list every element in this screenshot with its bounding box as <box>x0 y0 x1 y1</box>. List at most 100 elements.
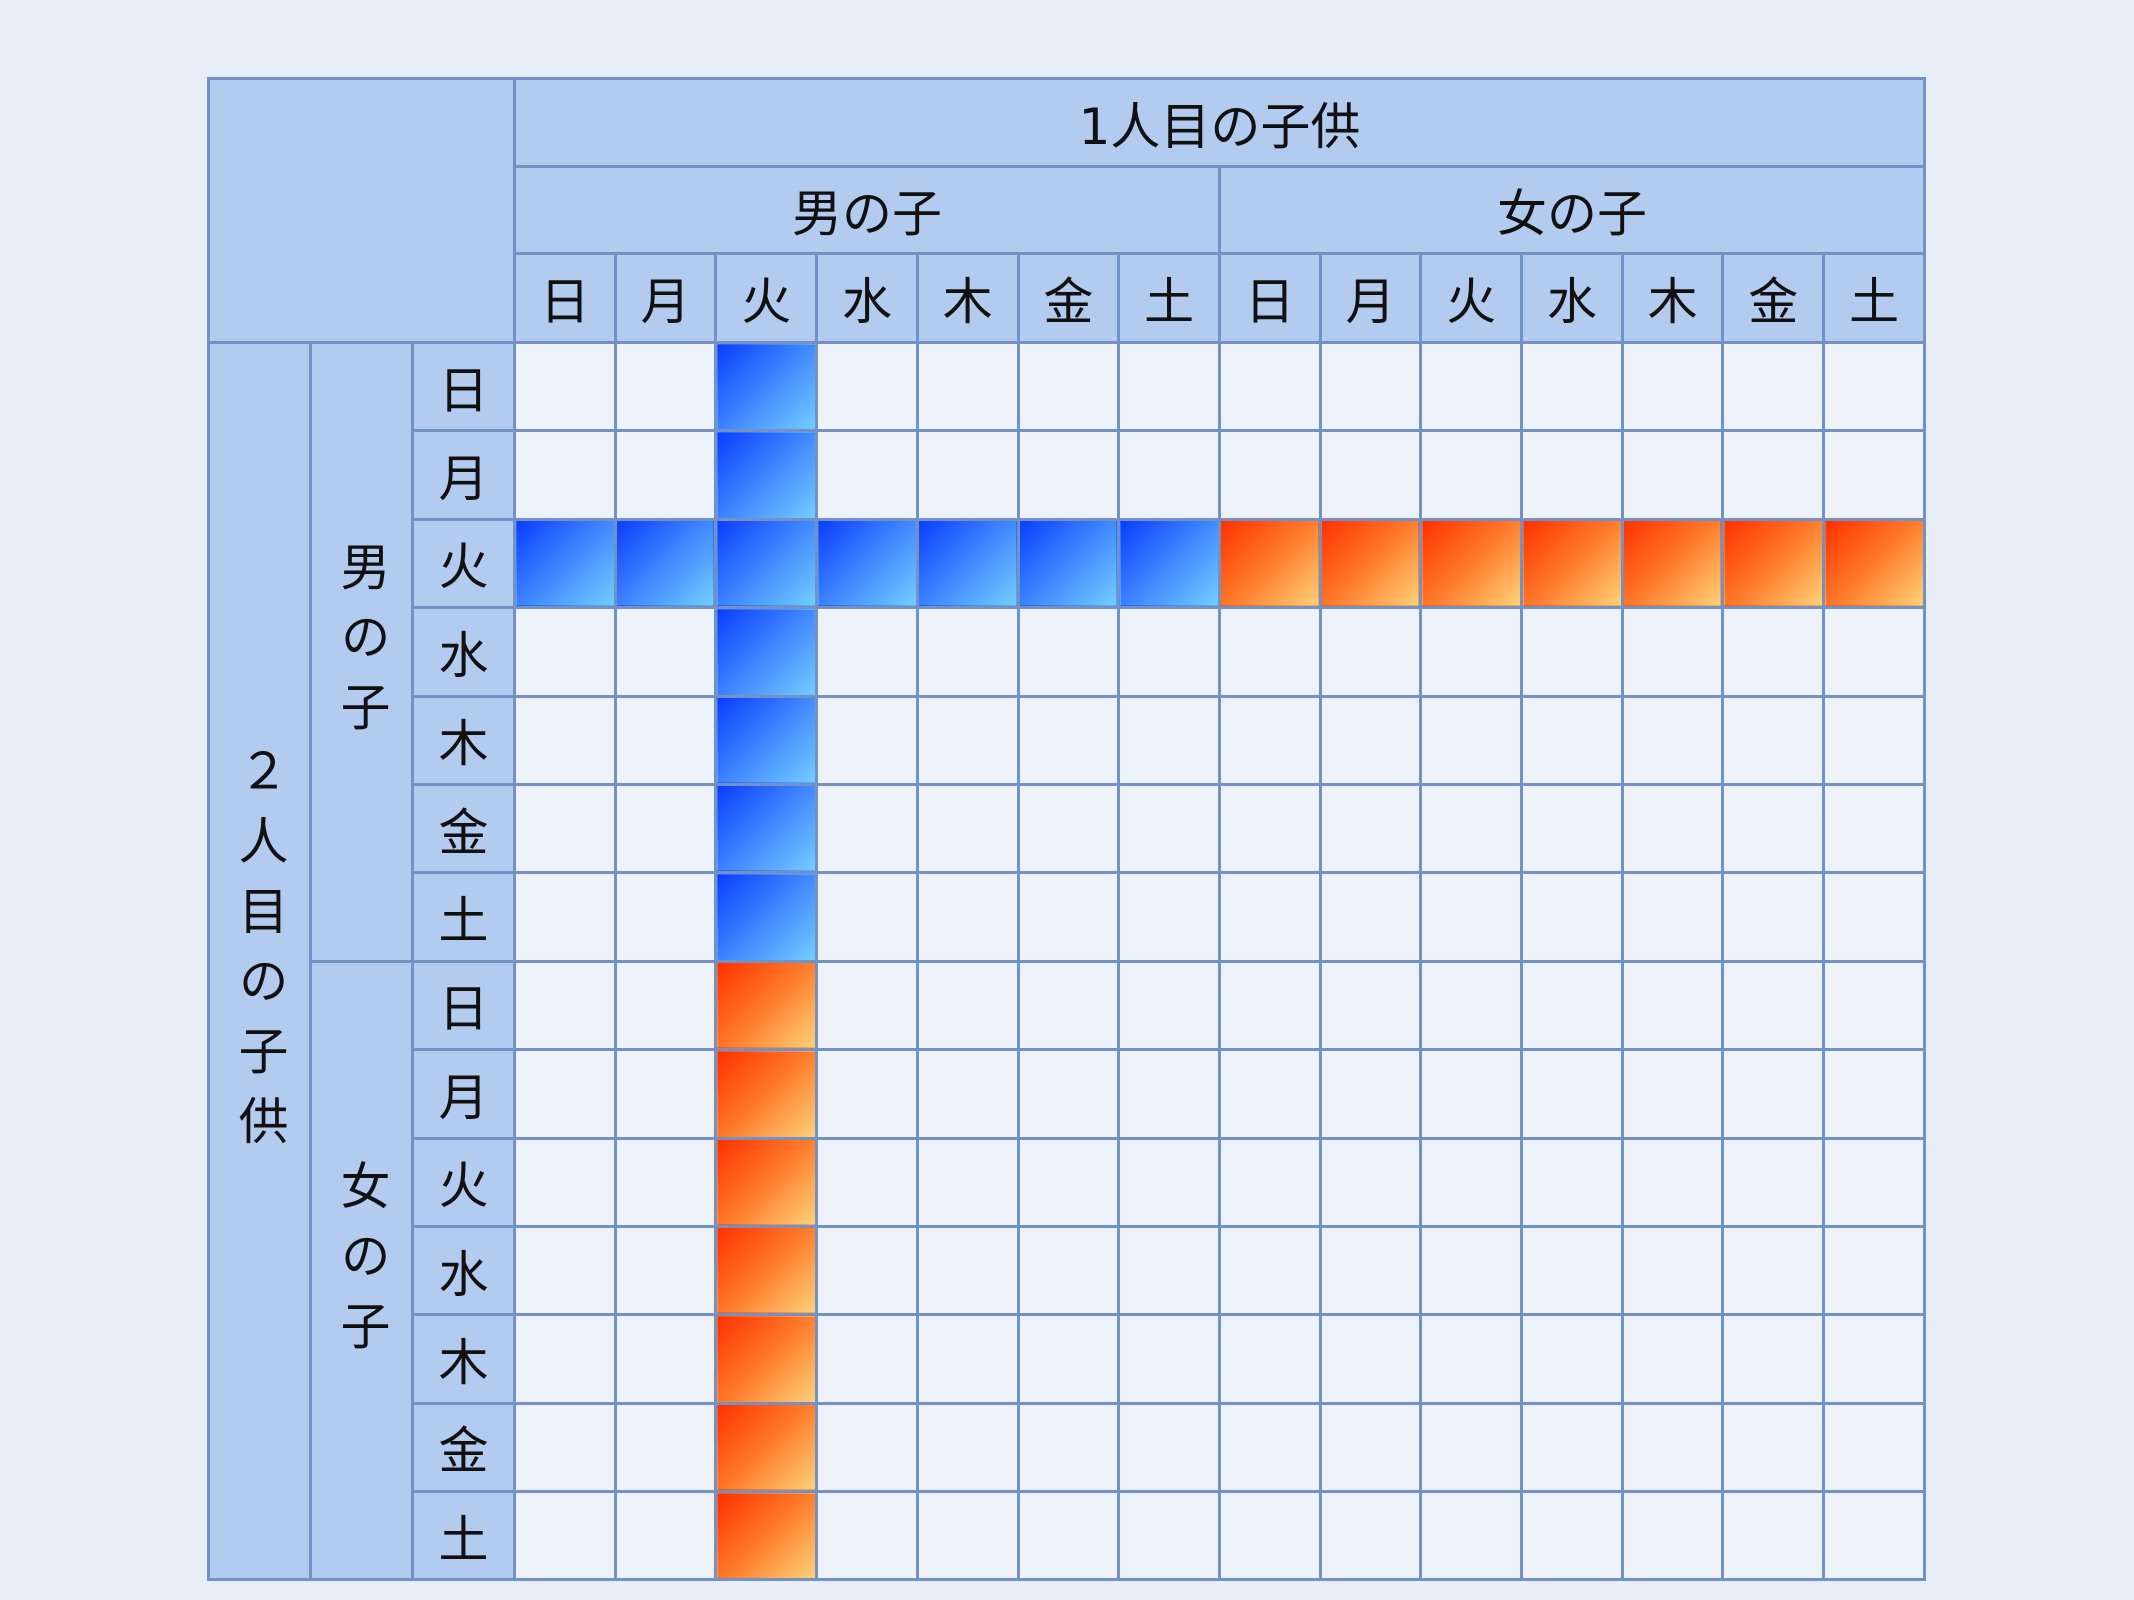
column-day-header: 土 <box>1117 252 1221 344</box>
column-group-boy: 男の子 <box>513 165 1221 255</box>
grid-cell <box>815 1224 919 1317</box>
grid-cell <box>613 1313 718 1405</box>
grid-cell <box>1117 1401 1221 1494</box>
first-child-header: 1人目の子供 <box>513 77 1926 168</box>
grid-cell <box>1016 1490 1121 1582</box>
grid-cell <box>915 606 1020 698</box>
row-day-header: 火 <box>411 517 516 610</box>
grid-cell <box>1721 606 1826 698</box>
grid-cell <box>1721 429 1826 521</box>
highlight-cell <box>714 340 819 433</box>
grid-cell <box>1217 871 1322 963</box>
grid-cell <box>1419 429 1524 521</box>
grid-cell <box>1318 1048 1423 1140</box>
grid-cell <box>1016 606 1121 698</box>
column-day-header: 木 <box>1620 252 1725 344</box>
highlight-cell <box>714 871 819 963</box>
grid-cell <box>1318 340 1423 433</box>
grid-cell <box>1217 782 1322 875</box>
highlight-cell <box>613 517 718 610</box>
grid-cell <box>1419 959 1524 1052</box>
grid-cell <box>1721 1490 1826 1582</box>
highlight-cell <box>1520 517 1624 610</box>
grid-cell <box>915 1048 1020 1140</box>
grid-cell <box>915 1136 1020 1228</box>
grid-cell <box>513 1136 617 1228</box>
grid-cell <box>1318 694 1423 786</box>
grid-cell <box>513 606 617 698</box>
grid-cell <box>1620 1490 1725 1582</box>
grid-cell <box>1117 340 1221 433</box>
row-day-header: 水 <box>411 606 516 698</box>
column-day-header: 土 <box>1822 252 1926 344</box>
column-day-header: 水 <box>815 252 919 344</box>
grid-cell <box>513 340 617 433</box>
grid-cell <box>1721 1313 1826 1405</box>
column-day-header: 月 <box>1318 252 1423 344</box>
grid-cell <box>1016 1401 1121 1494</box>
grid-cell <box>1520 1490 1624 1582</box>
grid-cell <box>1721 782 1826 875</box>
grid-cell <box>815 1401 919 1494</box>
grid-cell <box>613 606 718 698</box>
child-combination-grid: 1人目の子供 男の子 女の子 日月火水木金土日月火水木金土 ２人目の子供 男の子日… <box>207 77 1927 1582</box>
grid-cell <box>1721 340 1826 433</box>
grid-cell <box>1016 1048 1121 1140</box>
row-group-girl: 女の子 <box>309 959 414 1582</box>
column-day-header: 水 <box>1520 252 1624 344</box>
column-day-header: 火 <box>1419 252 1524 344</box>
grid-cell <box>815 429 919 521</box>
highlight-cell <box>1822 517 1926 610</box>
grid-cell <box>915 1401 1020 1494</box>
highlight-cell <box>1318 517 1423 610</box>
grid-cell <box>815 871 919 963</box>
row-day-header: 土 <box>411 871 516 963</box>
grid-cell <box>1822 1313 1926 1405</box>
highlight-cell <box>1620 517 1725 610</box>
second-child-header: ２人目の子供 <box>207 340 312 1582</box>
grid-cell <box>1520 782 1624 875</box>
grid-cell <box>1117 1313 1221 1405</box>
column-day-header: 木 <box>915 252 1020 344</box>
grid-cell <box>815 1048 919 1140</box>
highlight-cell <box>714 429 819 521</box>
row-group-label: 男の子 <box>332 540 391 751</box>
grid-cell <box>1620 1313 1725 1405</box>
grid-cell <box>1721 1048 1826 1140</box>
highlight-cell <box>1117 517 1221 610</box>
grid-cell <box>1620 1136 1725 1228</box>
grid-cell <box>1419 1313 1524 1405</box>
grid-cell <box>613 959 718 1052</box>
grid-cell <box>1117 1136 1221 1228</box>
grid-cell <box>1117 1490 1221 1582</box>
grid-cell <box>1620 782 1725 875</box>
grid-cell <box>613 694 718 786</box>
column-day-header: 日 <box>1217 252 1322 344</box>
grid-cell <box>1217 1048 1322 1140</box>
highlight-cell <box>513 517 617 610</box>
grid-cell <box>1721 1224 1826 1317</box>
grid-cell <box>513 429 617 521</box>
highlight-cell <box>714 517 819 610</box>
grid-cell <box>1217 1224 1322 1317</box>
grid-cell <box>1117 1224 1221 1317</box>
grid-cell <box>1620 340 1725 433</box>
grid-cell <box>1318 606 1423 698</box>
grid-cell <box>1318 782 1423 875</box>
grid-cell <box>1016 429 1121 521</box>
grid-cell <box>1520 1048 1624 1140</box>
grid-cell <box>915 1224 1020 1317</box>
row-day-header: 日 <box>411 959 516 1052</box>
grid-cell <box>915 694 1020 786</box>
grid-cell <box>1822 606 1926 698</box>
grid-cell <box>513 782 617 875</box>
grid-cell <box>513 1048 617 1140</box>
grid-cell <box>815 694 919 786</box>
second-child-label: ２人目の子供 <box>230 745 289 1166</box>
grid-cell <box>513 871 617 963</box>
grid-cell <box>1721 1136 1826 1228</box>
grid-cell <box>1217 1490 1322 1582</box>
grid-cell <box>513 1313 617 1405</box>
grid-cell <box>1016 694 1121 786</box>
grid-cell <box>1822 1224 1926 1317</box>
